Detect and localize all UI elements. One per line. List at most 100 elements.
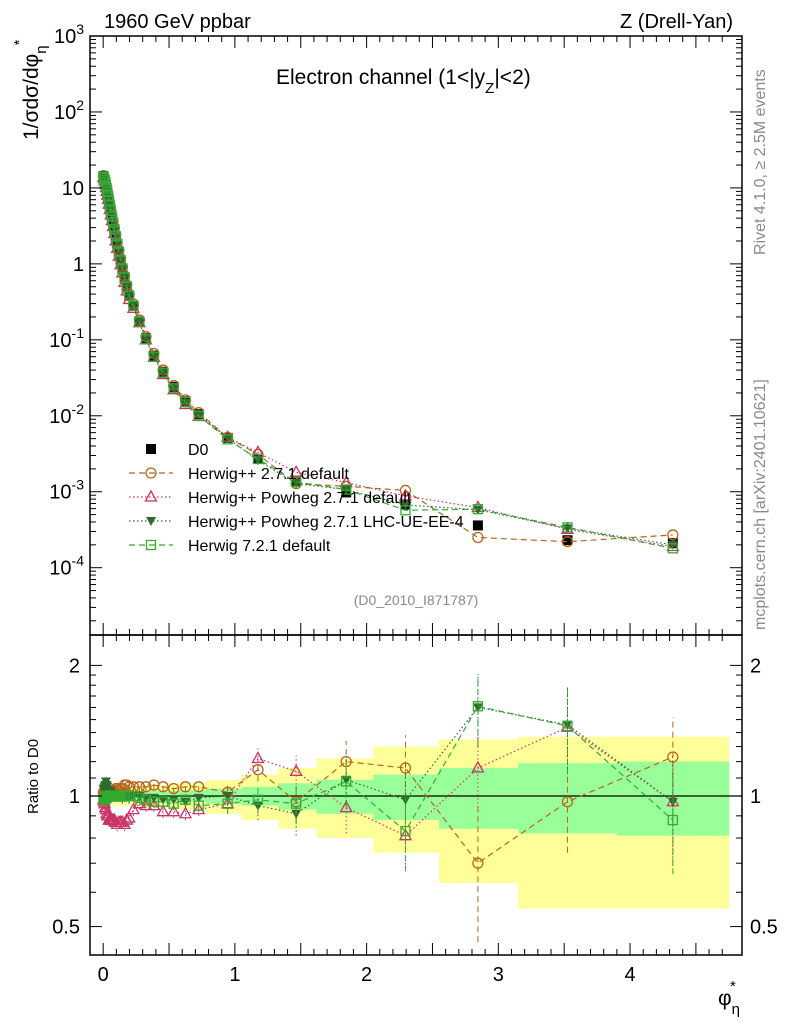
header-right-title: Z (Drell-Yan) [620,11,733,33]
main-point [148,352,159,362]
ratio-point [178,806,193,819]
ratio-ytick-label-left: 1 [69,786,80,808]
ratio-point [156,804,170,817]
main-point [222,434,233,445]
side-label-rivet: Rivet 4.1.0, ≥ 2.5M events [752,69,769,255]
ratio-point [192,802,206,815]
ratio-point [167,782,180,795]
ratio-band-inner [439,768,519,829]
main-point [140,334,152,345]
main-point [100,180,112,191]
main-point [398,488,413,501]
main-point [134,317,145,327]
legend: D0 Herwig++ 2.7.1 default Herwig++ Powheg … [129,442,464,555]
main-point [290,476,302,487]
main-point [178,397,193,410]
ratio-ylabel: Ratio to D0 [25,739,42,814]
ratio-point [471,760,485,773]
main-point [400,505,411,516]
ytick-base: 10 [49,406,71,428]
legend-label: Herwig++ Powheg 2.7.1 default [188,490,412,507]
ratio-point [400,825,411,837]
main-point [110,231,121,242]
legend-entry-3: Herwig++ Powheg 2.7.1 LHC-UE-EE-4 [129,514,464,531]
ratio-xtick-label: 0 [98,964,109,986]
ytick-base: 10 [54,26,76,48]
main-ytick-label: 1 [73,254,84,276]
ratio-point [339,800,353,813]
ratio-point [251,751,265,764]
ratio-point [179,781,192,793]
legend-entry-1: Herwig++ 2.7.1 default [129,466,350,483]
ytick-exponent: 3 [76,21,84,37]
main-point [667,543,678,554]
ratio-point [222,791,233,801]
main-point [140,334,151,344]
main-point [561,536,574,548]
ratio-point [341,775,352,785]
ratio-point [168,795,179,805]
ratio-point [168,798,179,809]
main-point [104,200,115,211]
legend-marker [146,444,156,454]
ytick-base: 10 [49,482,71,504]
ratio-point [140,794,152,805]
main-point [168,383,179,394]
panel-title-end: |<2) [494,66,530,89]
ratio-point [193,781,205,793]
main-point [252,456,263,466]
main-point [157,367,169,378]
main-point [105,205,116,216]
ratio-point [157,796,169,807]
legend-marker [145,467,157,479]
ratio-point [157,781,169,793]
ratio-point [222,798,233,809]
main-point [148,351,160,362]
legend-label: Herwig++ Powheg 2.7.1 LHC-UE-EE-4 [188,514,464,531]
ratio-point [289,763,303,776]
ratio-point [121,779,133,791]
ratio-point [140,781,152,793]
main-ytick-label: 103 [54,21,84,48]
ratio-point [341,776,352,787]
ratio-point [134,792,145,804]
ytick-exponent: -2 [72,401,85,417]
ratio-point [290,798,302,809]
ratio-point [128,790,139,802]
main-ytick-label: 102 [54,97,84,124]
legend-marker [146,517,156,526]
ratio-point [133,781,146,793]
main-point [666,539,680,552]
main-ytick-label: 10-4 [49,553,84,580]
ratio-point [472,701,484,712]
main-point [667,540,678,550]
ytick-exponent: -1 [72,325,85,341]
ratio-point [562,720,573,730]
main-point [123,290,135,301]
main-point [562,522,573,533]
ratio-panel-layer: 0 1 2 3 4 0.5 0.5 1 1 2 2 [52,634,778,986]
ratio-point [126,802,141,815]
ratio-ytick-label-right: 0.5 [750,917,778,939]
ratio-point [472,857,484,869]
ratio-point [561,796,574,808]
ratio-series-3 [98,674,678,875]
legend-label: D0 [188,442,209,459]
analysis-id-label: (D0_2010_I871787) [354,592,479,608]
main-point [180,396,191,408]
main-point [115,254,126,266]
legend-entry-4: Herwig 7.2.1 default [129,538,331,555]
ratio-point [472,703,483,713]
main-ytick-label: 10-2 [49,401,84,428]
legend-entry-0: D0 [146,442,209,459]
main-point [101,183,112,194]
main-point [134,316,145,327]
ytick-exponent: 2 [76,97,84,113]
panel-title-main: Electron channel (1<|y [276,66,486,89]
main-point [108,217,119,227]
main-point [193,410,204,421]
main-ytick-label: 10-1 [49,325,84,352]
legend-label: Herwig 7.2.1 default [188,538,331,555]
